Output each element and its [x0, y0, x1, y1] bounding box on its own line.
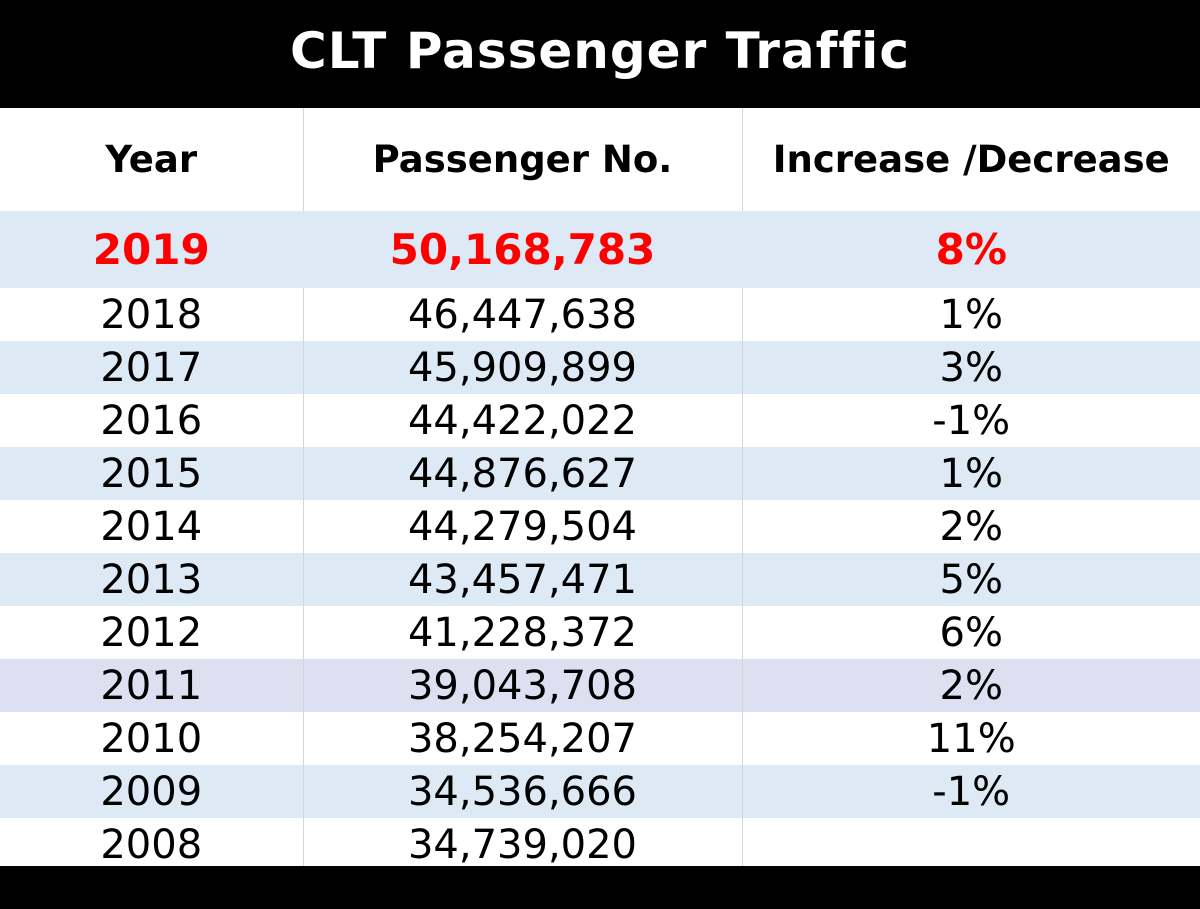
cell-increase-decrease	[741, 818, 1200, 871]
table-row: 2013 43,457,471 5%	[0, 553, 1200, 606]
cell-increase-decrease: 1%	[741, 288, 1200, 341]
cell-year: 2014	[0, 500, 303, 553]
cell-increase-decrease: -1%	[741, 765, 1200, 818]
table-row: 2018 46,447,638 1%	[0, 288, 1200, 341]
cell-year: 2016	[0, 394, 303, 447]
table-row: 2017 45,909,899 3%	[0, 341, 1200, 394]
cell-passenger-no: 50,168,783	[302, 211, 742, 288]
cell-year: 2011	[0, 659, 303, 712]
cell-passenger-no: 34,739,020	[302, 818, 742, 871]
table-row: 2015 44,876,627 1%	[0, 447, 1200, 500]
column-header-year: Year	[0, 108, 303, 211]
passenger-traffic-table: Year Passenger No. Increase /Decrease 20…	[0, 108, 1200, 871]
table-title: CLT Passenger Traffic	[290, 22, 910, 80]
table-row: 2016 44,422,022 -1%	[0, 394, 1200, 447]
cell-increase-decrease: 1%	[741, 447, 1200, 500]
table-row: 2014 44,279,504 2%	[0, 500, 1200, 553]
cell-passenger-no: 44,876,627	[302, 447, 742, 500]
cell-increase-decrease: -1%	[741, 394, 1200, 447]
table-body: 2019 50,168,783 8% 2018 46,447,638 1% 2017 45,9…	[0, 211, 1200, 871]
cell-passenger-no: 43,457,471	[302, 553, 742, 606]
table-row: 2011 39,043,708 2%	[0, 659, 1200, 712]
cell-passenger-no: 45,909,899	[302, 341, 742, 394]
cell-year: 2013	[0, 553, 303, 606]
table-row: 2008 34,739,020	[0, 818, 1200, 871]
cell-passenger-no: 41,228,372	[302, 606, 742, 659]
title-bar: CLT Passenger Traffic	[0, 0, 1200, 108]
cell-passenger-no: 34,536,666	[302, 765, 742, 818]
cell-year: 2015	[0, 447, 303, 500]
table-row: 2010 38,254,207 11%	[0, 712, 1200, 765]
cell-year: 2008	[0, 818, 303, 871]
table-row: 2009 34,536,666 -1%	[0, 765, 1200, 818]
column-header-increase-decrease: Increase /Decrease	[741, 108, 1200, 211]
cell-year: 2019	[0, 211, 303, 288]
cell-year: 2010	[0, 712, 303, 765]
cell-passenger-no: 46,447,638	[302, 288, 742, 341]
cell-passenger-no: 44,279,504	[302, 500, 742, 553]
cell-increase-decrease: 6%	[741, 606, 1200, 659]
cell-passenger-no: 38,254,207	[302, 712, 742, 765]
cell-year: 2017	[0, 341, 303, 394]
cell-passenger-no: 39,043,708	[302, 659, 742, 712]
cell-increase-decrease: 11%	[741, 712, 1200, 765]
cell-year: 2009	[0, 765, 303, 818]
footer-bar	[0, 866, 1200, 909]
table-row: 2019 50,168,783 8%	[0, 211, 1200, 288]
cell-increase-decrease: 3%	[741, 341, 1200, 394]
cell-year: 2018	[0, 288, 303, 341]
cell-increase-decrease: 8%	[741, 211, 1200, 288]
cell-increase-decrease: 2%	[741, 659, 1200, 712]
table-row: 2012 41,228,372 6%	[0, 606, 1200, 659]
cell-year: 2012	[0, 606, 303, 659]
cell-passenger-no: 44,422,022	[302, 394, 742, 447]
cell-increase-decrease: 5%	[741, 553, 1200, 606]
header-row: Year Passenger No. Increase /Decrease	[0, 108, 1200, 211]
cell-increase-decrease: 2%	[741, 500, 1200, 553]
column-header-passenger-no: Passenger No.	[302, 108, 742, 211]
